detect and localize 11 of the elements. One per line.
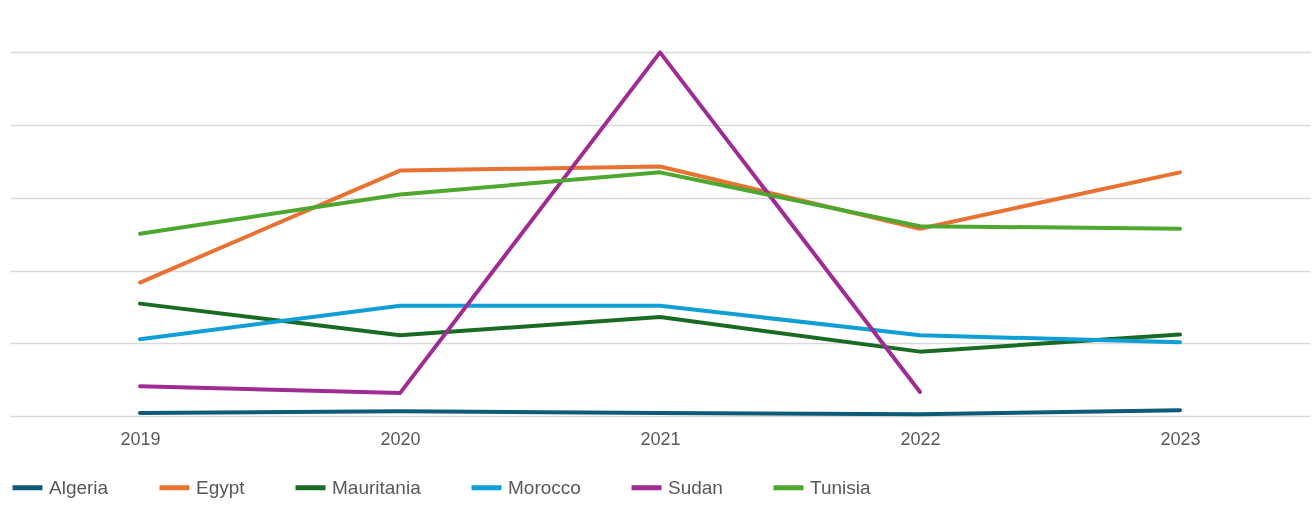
legend-label: Mauritania [332, 476, 422, 498]
x-tick-label: 2019 [120, 428, 161, 449]
x-tick-label: 2022 [900, 428, 941, 449]
legend-label: Egypt [196, 476, 246, 498]
x-tick-label: 2021 [640, 428, 681, 449]
legend-label: Algeria [49, 476, 109, 498]
legend-label: Sudan [668, 476, 723, 498]
legend-label: Morocco [508, 476, 581, 498]
x-tick-label: 2020 [380, 428, 421, 449]
legend-label: Tunisia [810, 476, 871, 498]
x-tick-label: 2023 [1160, 428, 1201, 449]
